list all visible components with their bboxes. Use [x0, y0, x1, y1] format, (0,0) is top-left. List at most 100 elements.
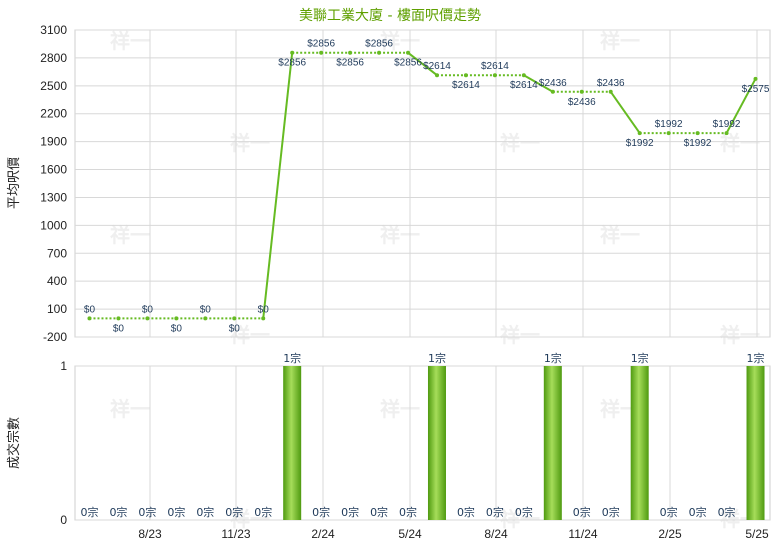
price-data-label: $1992: [684, 138, 712, 149]
x-tick-label: 8/23: [138, 527, 162, 541]
watermark-text: 祥一: [110, 397, 150, 421]
price-axis-label: 平均呎價: [7, 157, 22, 209]
count-data-label: 1宗: [631, 351, 649, 365]
price-point: [174, 316, 179, 321]
count-data-label: 1宗: [747, 351, 765, 365]
watermark-text: 祥一: [720, 323, 760, 347]
price-data-label: $0: [84, 304, 96, 315]
price-data-label: $2614: [452, 80, 480, 91]
price-point: [319, 50, 324, 55]
price-tick-label: 400: [47, 274, 67, 288]
count-data-label: 0宗: [573, 505, 591, 519]
count-bar: [746, 366, 765, 520]
price-data-label: $0: [200, 304, 212, 315]
price-data-label: $2614: [481, 61, 509, 72]
x-tick-label: 8/24: [484, 527, 508, 541]
count-axis-label: 成交宗數: [6, 417, 22, 469]
price-tick-label: 3100: [40, 23, 67, 37]
price-point: [434, 73, 439, 78]
watermark-text: 祥一: [110, 29, 150, 53]
price-tick-label: 2200: [40, 107, 67, 121]
price-point: [406, 50, 411, 55]
count-data-label: 1宗: [428, 351, 446, 365]
count-data-label: 0宗: [718, 505, 736, 519]
price-data-label: $2856: [336, 58, 364, 69]
price-line-segment: [609, 91, 641, 134]
price-tick-label: -200: [43, 330, 67, 344]
price-tick-label: 2800: [40, 51, 67, 65]
price-point: [637, 131, 642, 136]
price-point: [753, 76, 758, 81]
price-line-segment: [725, 78, 757, 134]
x-tick-label: 11/24: [568, 527, 597, 541]
count-bar: [630, 366, 649, 520]
price-point: [348, 50, 353, 55]
count-data-label: 0宗: [370, 505, 388, 519]
price-line-segment: [523, 74, 554, 93]
count-data-label: 0宗: [660, 505, 678, 519]
price-point: [521, 73, 526, 78]
x-tick-label: 5/25: [745, 527, 769, 541]
price-data-label: $2575: [742, 84, 770, 95]
count-data-label: 0宗: [138, 505, 156, 519]
count-data-label: 0宗: [515, 505, 533, 519]
count-data-label: 0宗: [399, 505, 417, 519]
price-plot-frame: [74, 29, 771, 338]
price-tick-label: 1600: [40, 163, 67, 177]
price-data-label: $2436: [539, 78, 567, 89]
watermark-text: 祥一: [230, 131, 270, 155]
watermark-text: 祥一: [500, 507, 540, 531]
price-data-label: $1992: [713, 119, 741, 130]
price-tick-label: 100: [47, 302, 67, 316]
price-point: [666, 131, 671, 136]
count-data-label: 0宗: [254, 505, 272, 519]
price-point: [145, 316, 150, 321]
x-tick-label: 11/23: [221, 527, 250, 541]
count-data-label: 0宗: [486, 505, 504, 519]
price-data-label: $2856: [278, 58, 306, 69]
watermark-text: 祥一: [500, 131, 540, 155]
price-plot-area: 祥一祥一祥一祥一祥一祥一祥一祥一祥一祥一祥一祥一3100280025002200…: [40, 23, 771, 347]
price-point: [492, 73, 497, 78]
price-data-label: $0: [142, 304, 154, 315]
price-point: [550, 89, 555, 94]
price-data-label: $2436: [597, 78, 625, 89]
watermark-text: 祥一: [600, 29, 640, 53]
price-point: [232, 316, 237, 321]
count-data-label: 0宗: [80, 505, 98, 519]
price-tick-label: 700: [47, 246, 67, 260]
count-data-label: 0宗: [312, 505, 330, 519]
price-data-label: $2856: [307, 39, 335, 50]
price-point: [579, 89, 584, 94]
price-data-label: $2614: [423, 61, 451, 72]
count-plot-frame: [74, 365, 771, 521]
count-data-label: 0宗: [689, 505, 707, 519]
count-data-label: 0宗: [109, 505, 127, 519]
count-bar: [427, 366, 446, 520]
price-point: [261, 316, 266, 321]
price-data-label: $0: [113, 323, 125, 334]
price-point: [695, 131, 700, 136]
count-bar: [543, 366, 562, 520]
count-data-label: 1宗: [544, 351, 562, 365]
count-data-label: 0宗: [602, 505, 620, 519]
price-data-label: $0: [258, 304, 270, 315]
price-point: [608, 89, 613, 94]
price-line-segment: [262, 52, 294, 319]
x-tick-label: 2/24: [311, 527, 335, 541]
count-data-label: 0宗: [196, 505, 214, 519]
watermark-text: 祥一: [500, 323, 540, 347]
price-point: [463, 73, 468, 78]
price-data-label: $2856: [365, 39, 393, 50]
count-data-label: 0宗: [225, 505, 243, 519]
watermark-text: 祥一: [230, 507, 270, 531]
watermark-text: 祥一: [110, 223, 150, 247]
price-tick-label: 1300: [40, 190, 67, 204]
price-data-label: $2436: [568, 97, 596, 108]
price-tick-label: 2500: [40, 79, 67, 93]
price-point: [203, 316, 208, 321]
price-data-label: $1992: [655, 119, 683, 130]
x-tick-label: 2/25: [658, 527, 682, 541]
count-data-label: 0宗: [457, 505, 475, 519]
